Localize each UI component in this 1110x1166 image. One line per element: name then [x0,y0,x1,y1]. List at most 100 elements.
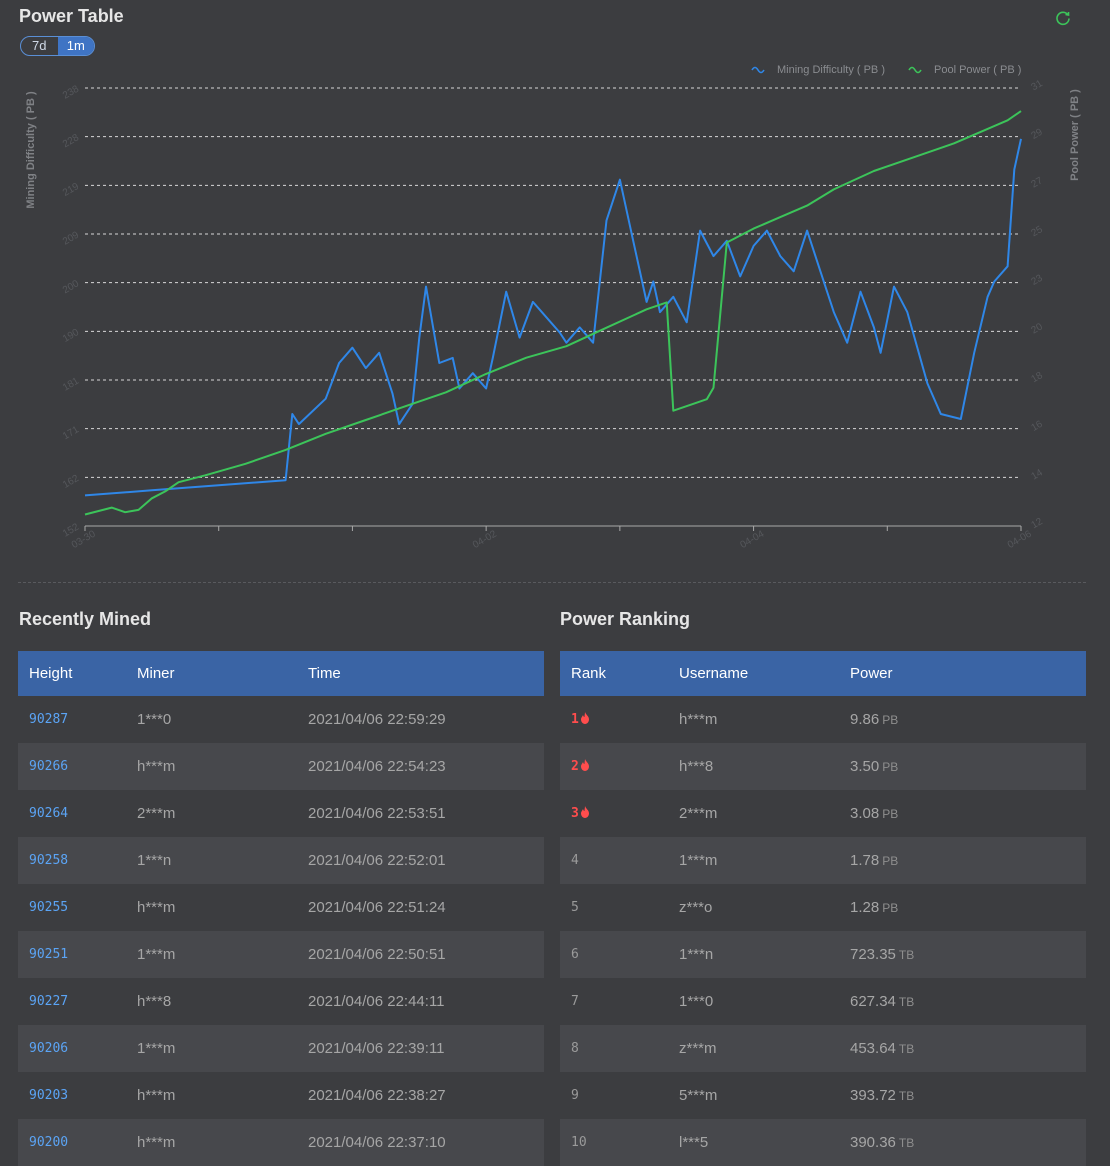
legend-label: Mining Difficulty ( PB ) [777,64,885,76]
recently-mined-title: Recently Mined [19,609,152,629]
chart-title: Power Table [19,6,124,26]
block-height-link[interactable]: 90266 [29,759,69,774]
block-height-link[interactable]: 90264 [29,806,69,821]
y-left-tick-label: 228 [61,132,81,150]
mined-time: 2021/04/06 22:39:11 [308,1040,445,1057]
table-row: 90203 h***m 2021/04/06 22:38:27 [18,1072,544,1119]
table-row: 5 z***o 1.28 PB [560,884,1086,931]
y-left-tick-label: 181 [61,375,81,393]
username: h***m [679,711,718,728]
power-unit: TB [898,1089,915,1103]
y-right-tick-label: 18 [1030,370,1046,385]
rank-cell: 6 [560,931,668,978]
power-cell: 3.08 PB [839,790,1086,837]
y-right-tick-label: 20 [1030,321,1046,336]
rank-number: 6 [571,947,579,962]
power-cell: 627.34 TB [839,978,1086,1025]
power-unit: PB [882,807,899,821]
power-unit: PB [882,901,899,915]
rank-cell: 2 [560,743,668,790]
block-height-link[interactable]: 90255 [29,900,69,915]
refresh-icon[interactable] [1054,9,1072,27]
y-right-tick-label: 23 [1030,273,1046,288]
mined-time: 2021/04/06 22:37:10 [308,1134,446,1151]
table-row: 90287 1***0 2021/04/06 22:59:29 [18,696,544,743]
rank-cell: 3 [560,790,668,837]
block-height-link[interactable]: 90200 [29,1135,69,1150]
y-right-tick-label: 14 [1030,467,1046,482]
rank-cell: 1 [560,696,668,743]
rank-cell: 4 [560,837,668,884]
mined-time: 2021/04/06 22:38:27 [308,1087,446,1104]
rank-cell: 7 [560,978,668,1025]
miner-name: 1***0 [137,711,172,728]
power-value: 3.08 [850,805,880,822]
username: z***o [679,899,713,916]
username: z***m [679,1040,717,1057]
miner-name: h***m [137,899,176,916]
block-height-link[interactable]: 90227 [29,994,69,1009]
table-row: 90251 1***m 2021/04/06 22:50:51 [18,931,544,978]
power-cell: 453.64 TB [839,1025,1086,1072]
table-row: 8 z***m 453.64 TB [560,1025,1086,1072]
y-right-tick-label: 25 [1030,224,1046,239]
table-row: 9 5***m 393.72 TB [560,1072,1086,1119]
block-height-link[interactable]: 90206 [29,1041,69,1056]
power-cell: 723.35 TB [839,931,1086,978]
y-right-tick-label: 12 [1030,516,1046,531]
y-right-tick-label: 16 [1030,419,1046,434]
legend-pool-icon [908,66,922,74]
table-row: 90264 2***m 2021/04/06 22:53:51 [18,790,544,837]
y-right-tick-label: 27 [1030,175,1046,190]
miner-name: h***m [137,1087,176,1104]
block-height-link[interactable]: 90287 [29,712,69,727]
recently-mined-table: Height Miner Time 90287 1***0 2021/04/06 2… [18,651,544,1166]
power-unit: TB [898,948,915,962]
y-left-tick-label: 190 [61,327,81,345]
range-option-7d[interactable]: 7d [32,38,47,53]
table-row: 1 h***m 9.86 PB [560,696,1086,743]
x-tick-label: 04-06 [1006,528,1034,551]
miner-name: h***m [137,1134,176,1151]
table-row: 90200 h***m 2021/04/06 22:37:10 [18,1119,544,1166]
power-unit: PB [882,760,899,774]
username: 1***m [679,852,718,869]
miner-name: 1***n [137,852,172,869]
column-header-username: Username [679,665,749,682]
power-cell: 393.72 TB [839,1072,1086,1119]
rank-number: 9 [571,1088,579,1103]
rank-number: 3 [571,806,579,821]
username: 1***n [679,946,714,963]
username: 2***m [679,805,718,822]
username: 1***0 [679,993,714,1010]
y-left-tick-label: 200 [61,278,81,296]
table-row: 2 h***8 3.50 PB [560,743,1086,790]
flame-icon [580,712,589,724]
power-value: 393.72 [850,1087,896,1104]
legend-difficulty-icon [751,66,765,74]
table-row: 90206 1***m 2021/04/06 22:39:11 [18,1025,544,1072]
power-value: 1.28 [850,899,880,916]
block-height-link[interactable]: 90251 [29,947,69,962]
mined-time: 2021/04/06 22:50:51 [308,946,446,963]
mined-time: 2021/04/06 22:51:24 [308,899,446,916]
range-option-1m[interactable]: 1m [57,37,94,55]
block-height-link[interactable]: 90203 [29,1088,69,1103]
section-divider [18,582,1086,583]
mined-time: 2021/04/06 22:54:23 [308,758,446,775]
miner-name: h***8 [137,993,172,1010]
range-toggle[interactable]: 7d 1m [20,36,95,56]
y-right-axis-label: Pool Power ( PB ) [1069,89,1081,181]
pool-power-line [84,110,1022,516]
table-row: 6 1***n 723.35 TB [560,931,1086,978]
y-right-tick-label: 29 [1030,127,1046,142]
power-cell: 390.36 TB [839,1119,1086,1166]
y-left-tick-label: 171 [61,424,81,442]
power-ranking-table: Rank Username Power 1 h***m 9.86 PB 2 h***8 3.… [560,651,1086,1166]
rank-number: 8 [571,1041,579,1056]
rank-cell: 8 [560,1025,668,1072]
rank-number: 10 [571,1135,587,1150]
block-height-link[interactable]: 90258 [29,853,69,868]
y-left-tick-label: 162 [61,473,81,491]
flame-icon [580,806,589,818]
